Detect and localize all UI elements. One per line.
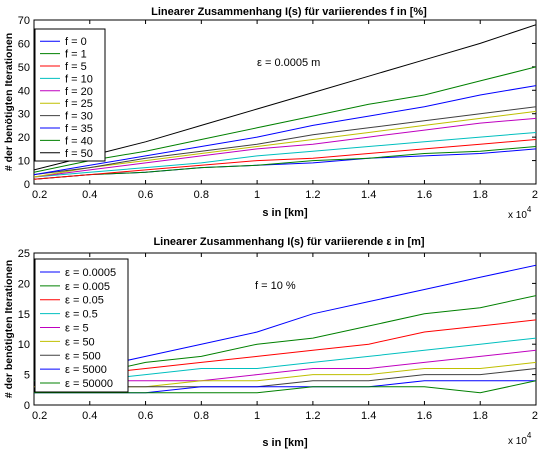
y-tick-label: 20 (18, 132, 30, 144)
series-line-6 (34, 106, 536, 176)
x-tick-label: 2 (532, 189, 538, 201)
legend-entry-7: f = 35 (65, 123, 93, 135)
y-tick-label: 0 (24, 179, 30, 191)
y-tick-label: 20 (18, 278, 30, 290)
x-tick-label: 0.2 (32, 410, 47, 422)
chart-bottom: 0.2 0.4 0.6 0.8 1 1.2 1.4 1.6 1.8 20510152025Line… (3, 236, 538, 449)
y-tick-label: 25 (18, 248, 30, 260)
y-tick-label: 70 (18, 15, 30, 27)
x-tick-label: 1.2 (305, 410, 320, 422)
chart-title: Linearer Zusammenhang I(s) für variieren… (153, 236, 424, 248)
legend-entry-8: ε = 50000 (65, 378, 113, 390)
chart-title: Linearer Zusammenhang I(s) für variieren… (151, 6, 427, 18)
legend-entry-2: f = 5 (65, 61, 87, 73)
x-tick-label: 0.6 (138, 410, 153, 422)
series-line-4 (34, 117, 536, 178)
x-tick-label: 1 (254, 410, 260, 422)
legend-entry-0: f = 0 (65, 36, 87, 48)
x-tick-label: 1.4 (361, 410, 376, 422)
series-line-2 (34, 139, 536, 180)
x-tick-label: 1.8 (473, 410, 488, 422)
x-axis-exponent: x 104 (508, 431, 532, 447)
x-axis-exponent: x 104 (508, 205, 532, 221)
legend-entry-2: ε = 0.05 (65, 295, 104, 307)
legend-entry-4: ε = 5 (65, 323, 89, 335)
y-axis-label: # der benötigten Iterationen (3, 33, 15, 171)
series-line-7 (34, 85, 536, 176)
legend-entry-4: f = 20 (65, 86, 93, 98)
x-axis-label: s in [km] (262, 207, 308, 219)
legend-entry-7: ε = 5000 (65, 364, 107, 376)
legend-entry-8: f = 40 (65, 135, 93, 147)
chart-annotation: f = 10 % (255, 280, 296, 292)
x-tick-label: 0.4 (82, 410, 97, 422)
series-line-8 (34, 66, 536, 173)
chart-top: 0.2 0.4 0.6 0.8 1 1.2 1.4 1.6 1.8 201020304050607… (3, 6, 538, 221)
x-tick-label: 1.4 (361, 189, 376, 201)
legend-entry-1: f = 1 (65, 49, 87, 61)
legend-entry-3: ε = 0.5 (65, 309, 98, 321)
y-tick-label: 60 (18, 38, 30, 50)
y-tick-label: 15 (18, 309, 30, 321)
y-axis-label: # der benötigten Iterationen (3, 260, 15, 398)
x-tick-label: 1.6 (417, 189, 432, 201)
y-tick-label: 10 (18, 339, 30, 351)
legend-entry-3: f = 10 (65, 73, 93, 85)
y-tick-label: 5 (24, 370, 30, 382)
series-line-3 (34, 132, 536, 178)
x-tick-label: 1 (254, 189, 260, 201)
x-tick-label: 0.8 (194, 410, 209, 422)
legend-entry-6: f = 30 (65, 111, 93, 123)
x-tick-label: 1.6 (417, 410, 432, 422)
y-tick-label: 30 (18, 109, 30, 121)
series-line-9 (34, 24, 536, 171)
legend-entry-1: ε = 0.005 (65, 281, 110, 293)
x-axis-label: s in [km] (262, 437, 308, 449)
legend-box (34, 28, 106, 162)
y-tick-label: 40 (18, 85, 30, 97)
series-line-8 (34, 380, 536, 394)
legend-entry-0: ε = 0.0005 (65, 267, 116, 279)
plot-area (33, 19, 537, 185)
legend-entry-6: ε = 500 (65, 350, 101, 362)
series-group (34, 24, 536, 180)
legend-entry-5: ε = 50 (65, 336, 95, 348)
y-tick-label: 0 (24, 400, 30, 412)
y-tick-label: 50 (18, 62, 30, 74)
x-tick-label: 2 (532, 410, 538, 422)
x-tick-label: 1.2 (305, 189, 320, 201)
legend-box (34, 258, 129, 393)
x-tick-label: 0.4 (82, 189, 97, 201)
series-line-5 (34, 110, 536, 178)
x-tick-label: 0.6 (138, 189, 153, 201)
x-tick-label: 0.2 (32, 189, 47, 201)
series-line-1 (34, 146, 536, 180)
chart-annotation: ε = 0.0005 m (257, 57, 320, 69)
x-tick-label: 1.8 (473, 189, 488, 201)
legend-entry-9: f = 50 (65, 148, 93, 160)
legend-entry-5: f = 25 (65, 98, 93, 110)
x-tick-label: 0.8 (194, 189, 209, 201)
y-tick-label: 10 (18, 156, 30, 168)
legend: f = 0f = 1f = 5f = 10f = 20f = 25f = 30f… (34, 28, 106, 162)
